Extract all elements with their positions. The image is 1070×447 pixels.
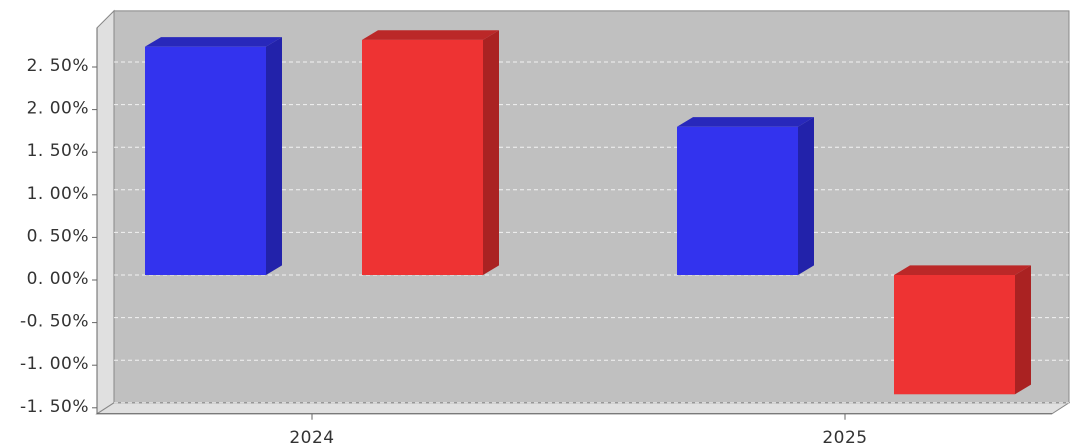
bar-2024-s2 <box>362 39 483 276</box>
axes-group <box>96 27 1052 415</box>
grid-lines <box>114 61 1069 404</box>
floor-wall <box>95 402 1070 415</box>
bar-side-2024-s1 <box>266 37 282 276</box>
y-axis-ticks: 2. 50% 2. 00% 1. 50% 1. 00% 0. 50% 0. 00% -0. … <box>20 56 97 417</box>
y-tick-label: -1. 00% <box>20 354 89 374</box>
bar-top-2024-s1 <box>145 37 282 47</box>
x-axis-ticks: 2024 2025 <box>289 413 867 447</box>
bar-2024-s1 <box>145 46 266 275</box>
bar-side-2024-s2 <box>483 30 499 275</box>
y-tick-label: 2. 50% <box>27 56 89 76</box>
x-tick-label: 2025 <box>822 428 867 447</box>
y-tick-label: -0. 50% <box>20 312 89 332</box>
x-tick-label: 2024 <box>289 428 334 447</box>
bars-group <box>145 30 1031 395</box>
bar-2025-s2 <box>894 275 1015 395</box>
bar-top-2025-s1 <box>677 117 814 127</box>
bar-2025-s1 <box>677 126 798 275</box>
bar-side-2025-s2 <box>1015 265 1031 395</box>
bar-side-2025-s1 <box>798 117 814 275</box>
y-tick-label: 0. 00% <box>27 269 89 289</box>
y-tick-label: 1. 50% <box>27 141 89 161</box>
y-tick-label: 0. 50% <box>27 226 89 246</box>
y-tick-label: -1. 50% <box>20 397 89 417</box>
y-tick-label: 1. 00% <box>27 184 89 204</box>
left-wall <box>96 9 115 415</box>
bar-top-2024-s2 <box>362 30 499 40</box>
bar-top-2025-s2 <box>894 265 1031 275</box>
y-tick-label: 2. 00% <box>27 99 89 119</box>
